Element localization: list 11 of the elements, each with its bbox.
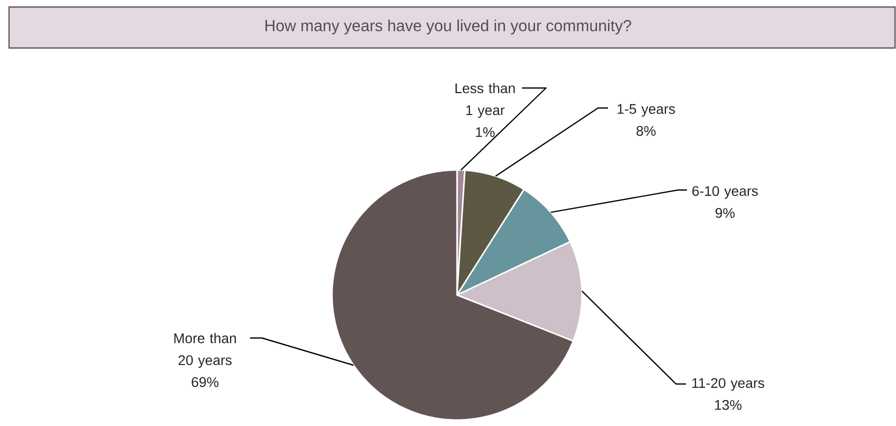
data-label: 1% bbox=[476, 127, 495, 138]
slice-label: 6-10 years bbox=[692, 186, 758, 199]
data-label: 9% bbox=[716, 208, 735, 218]
chart-title: How many years have you lived in your community? bbox=[265, 20, 632, 34]
slice-label: Less than 1 year bbox=[456, 82, 515, 118]
slice-label: 1-5 years bbox=[618, 104, 675, 117]
data-label: 8% bbox=[636, 126, 656, 136]
slice-label: More than 20 years bbox=[174, 332, 236, 368]
data-label: 13% bbox=[715, 400, 742, 410]
slice-label: 11-20 years bbox=[692, 378, 764, 391]
data-label: 69% bbox=[192, 377, 218, 388]
